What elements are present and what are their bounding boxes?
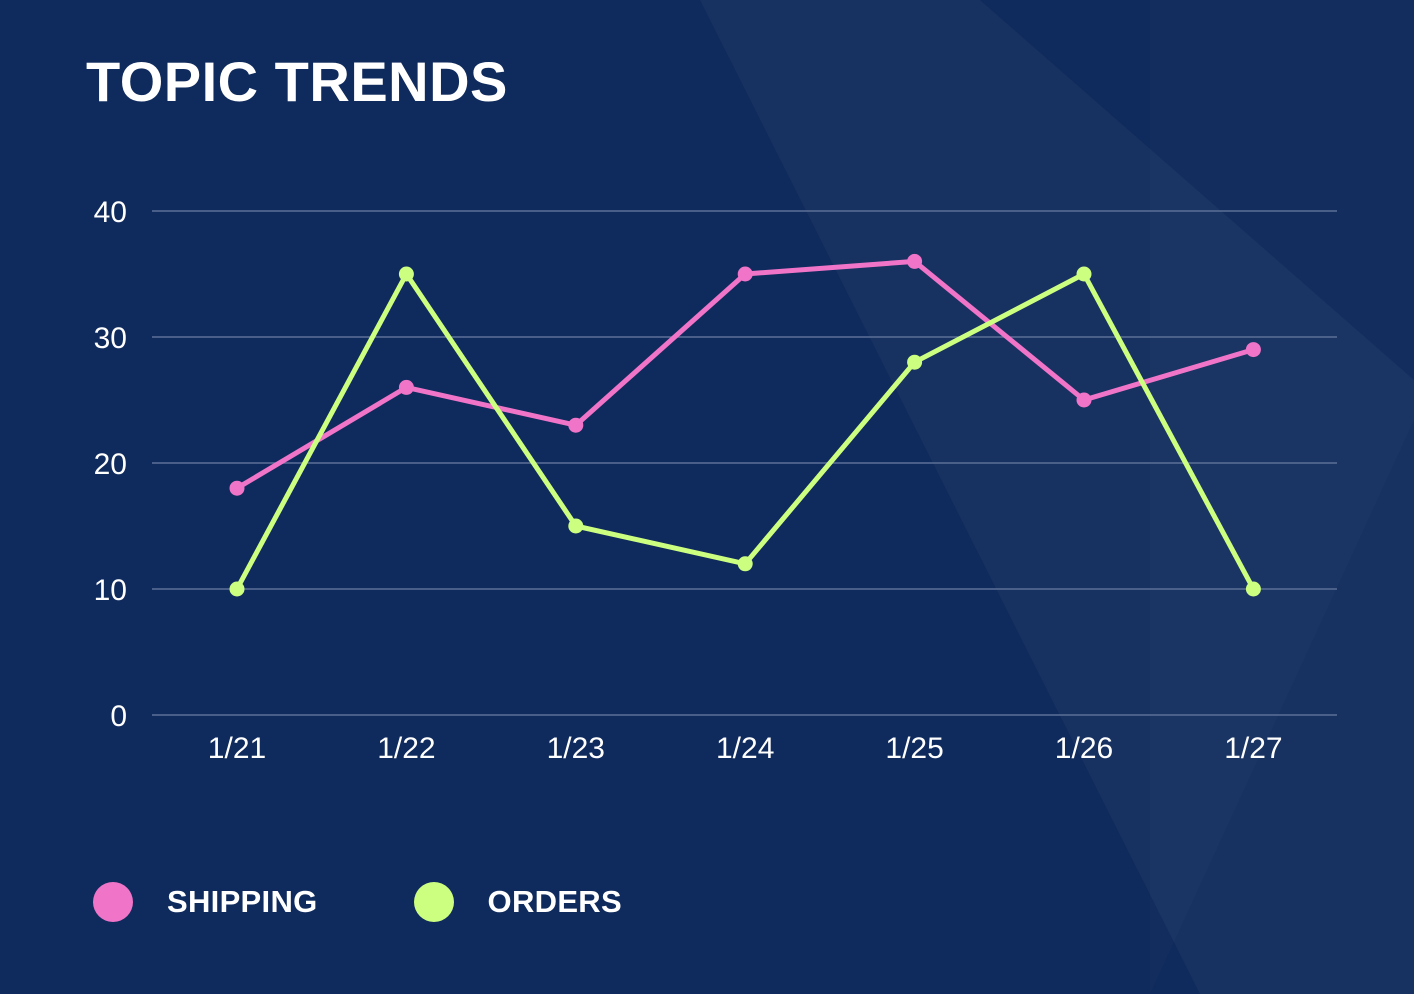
data-point-shipping[interactable] (229, 480, 245, 496)
series-line-shipping (234, 258, 1256, 491)
x-tick-label: 1/23 (547, 732, 605, 765)
y-tick-label: 30 (94, 322, 127, 355)
y-tick-label: 20 (94, 448, 127, 481)
legend-item-shipping[interactable]: SHIPPING (93, 882, 318, 922)
series-orders (229, 266, 1261, 597)
data-point-orders[interactable] (568, 518, 584, 534)
data-point-orders[interactable] (1076, 266, 1092, 282)
x-tick-label: 1/21 (208, 732, 266, 765)
series-lines (229, 253, 1261, 597)
data-point-orders[interactable] (1245, 581, 1261, 597)
legend: SHIPPING ORDERS (93, 882, 718, 922)
series-shipping (229, 253, 1261, 496)
legend-label-orders: ORDERS (487, 884, 622, 919)
data-point-shipping[interactable] (907, 253, 923, 269)
x-tick-label: 1/24 (716, 732, 774, 765)
data-point-orders[interactable] (398, 266, 414, 282)
gridlines (152, 210, 1337, 716)
x-tick-label: 1/27 (1224, 732, 1282, 765)
y-tick-label: 40 (94, 196, 127, 229)
legend-label-shipping: SHIPPING (167, 884, 318, 919)
data-point-shipping[interactable] (1076, 392, 1092, 408)
x-tick-label: 1/22 (377, 732, 435, 765)
data-point-shipping[interactable] (398, 379, 414, 395)
chart-title: TOPIC TRENDS (86, 50, 508, 113)
data-point-shipping[interactable] (568, 417, 584, 433)
data-point-orders[interactable] (229, 581, 245, 597)
x-axis-tick-labels: 1/21 1/22 1/23 1/24 1/25 1/26 1/27 (208, 732, 1283, 765)
data-point-orders[interactable] (737, 556, 753, 572)
series-line-orders (234, 271, 1256, 592)
data-point-shipping[interactable] (1245, 342, 1261, 358)
legend-item-orders[interactable]: ORDERS (413, 882, 622, 922)
legend-swatch-shipping (93, 882, 133, 922)
y-tick-label: 0 (110, 700, 127, 733)
x-tick-label: 1/26 (1055, 732, 1113, 765)
data-point-shipping[interactable] (737, 266, 753, 282)
y-axis-tick-labels: 0 10 20 30 40 (94, 196, 127, 733)
y-tick-label: 10 (94, 574, 127, 607)
legend-swatch-orders (413, 882, 454, 922)
x-tick-label: 1/25 (885, 732, 943, 765)
data-point-orders[interactable] (907, 354, 923, 370)
